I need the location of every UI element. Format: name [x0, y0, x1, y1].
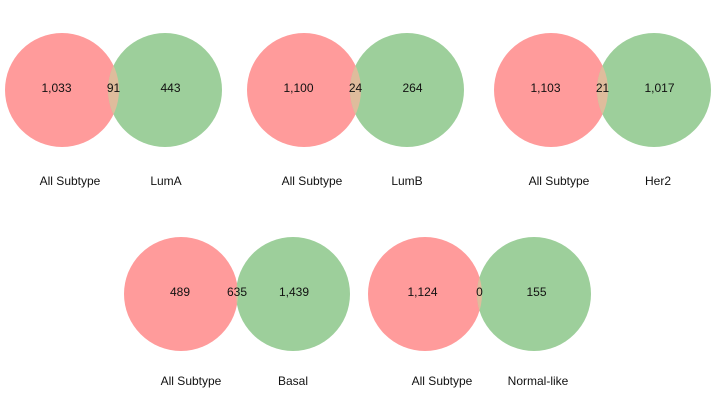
right-only-count: 264 [402, 81, 422, 95]
left-only-count: 489 [170, 285, 190, 299]
right-set-label: Normal-like [508, 374, 569, 388]
left-only-count: 1,100 [283, 81, 313, 95]
venn-diagram: 1,100 24 264 All Subtype LumB [247, 33, 464, 188]
left-set-label: All Subtype [412, 374, 473, 388]
right-only-count: 1,439 [279, 285, 309, 299]
left-only-count: 1,033 [41, 81, 71, 95]
left-only-count: 1,124 [407, 285, 437, 299]
left-set-circle [247, 33, 361, 147]
venn-diagram: 1,103 21 1,017 All Subtype Her2 [494, 33, 711, 188]
right-set-circle [350, 33, 464, 147]
venn-diagram: 1,033 91 443 All Subtype LumA [5, 33, 222, 188]
left-set-label: All Subtype [161, 374, 222, 388]
overlap-count: 21 [596, 81, 610, 95]
left-set-label: All Subtype [40, 174, 101, 188]
right-set-circle [597, 33, 711, 147]
overlap-count: 635 [227, 285, 247, 299]
right-set-label: Basal [278, 374, 308, 388]
overlap-count: 91 [107, 81, 121, 95]
left-set-label: All Subtype [282, 174, 343, 188]
left-set-circle [5, 33, 119, 147]
right-set-circle [108, 33, 222, 147]
venn-diagram: 489 635 1,439 All Subtype Basal [124, 237, 350, 388]
right-set-label: LumB [391, 174, 422, 188]
left-set-circle [124, 237, 238, 351]
overlap-count: 24 [349, 81, 363, 95]
right-set-circle [477, 237, 591, 351]
right-set-circle [236, 237, 350, 351]
left-set-circle [368, 237, 482, 351]
left-set-circle [494, 33, 608, 147]
left-only-count: 1,103 [530, 81, 560, 95]
right-only-count: 155 [526, 285, 546, 299]
right-only-count: 443 [160, 81, 180, 95]
venn-diagram: 1,124 0 155 All Subtype Normal-like [368, 237, 591, 388]
right-only-count: 1,017 [644, 81, 674, 95]
left-set-label: All Subtype [529, 174, 590, 188]
right-set-label: Her2 [645, 174, 671, 188]
overlap-count: 0 [476, 285, 483, 299]
right-set-label: LumA [150, 174, 181, 188]
